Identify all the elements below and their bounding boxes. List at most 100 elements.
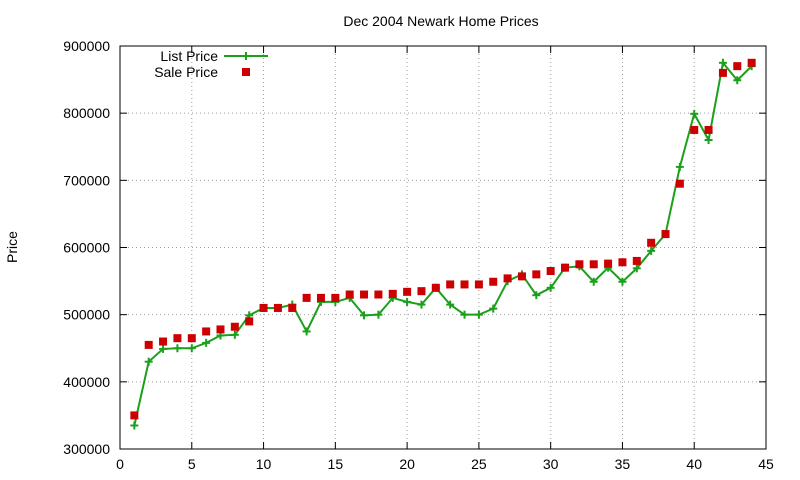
x-tick-label: 45 [758,456,774,472]
data-point [216,325,225,334]
data-point [159,344,168,353]
data-point [704,125,713,134]
data-point [173,344,182,353]
data-point [474,280,483,289]
data-point [446,300,455,309]
data-point [561,263,570,272]
data-point [675,162,684,171]
data-point [159,337,168,346]
data-point [589,277,598,286]
data-point [230,322,239,331]
data-point [403,297,412,306]
data-point [489,277,498,286]
data-point [259,303,268,312]
data-point [187,344,196,353]
data-point [288,303,297,312]
data-point [345,290,354,299]
data-point [431,283,440,292]
data-point [589,260,598,269]
data-point [302,293,311,302]
data-point [632,264,641,273]
data-point [273,303,282,312]
series-layer [130,58,756,430]
x-axis: 0 5 10 15 20 25 30 35 40 45 [116,46,774,472]
y-tick-label: 500000 [63,307,110,323]
y-axis-label: Price [4,231,20,263]
data-point [173,334,182,343]
data-point [632,256,641,265]
y-axis: 300000 400000 500000 600000 700000 800000 9000… [63,38,766,457]
data-point [374,310,383,319]
series-2 [130,58,756,420]
data-point [446,280,455,289]
y-tick-label: 800000 [63,105,110,121]
x-tick-label: 35 [615,456,631,472]
data-point [718,68,727,77]
x-tick-label: 15 [328,456,344,472]
data-point [331,293,340,302]
data-point [718,58,727,67]
data-point [460,310,469,319]
x-tick-label: 25 [471,456,487,472]
data-point [618,258,627,267]
data-point [316,293,325,302]
data-point [187,334,196,343]
y-tick-label: 600000 [63,240,110,256]
data-point [532,270,541,279]
data-point [618,277,627,286]
data-point [202,327,211,336]
legend-marker [242,68,250,76]
data-point [690,109,699,118]
data-point [489,304,498,313]
x-tick-label: 40 [686,456,702,472]
data-point [704,136,713,145]
data-point [245,317,254,326]
data-point [460,280,469,289]
data-point [417,300,426,309]
series-line [133,60,753,426]
data-point [661,230,670,239]
data-point [417,287,426,296]
data-point [202,338,211,347]
legend-marker [242,52,250,60]
data-point [144,357,153,366]
data-point [374,290,383,299]
x-tick-label: 5 [188,456,196,472]
data-point [647,238,656,247]
grid-lines [120,46,766,449]
x-tick-label: 0 [116,456,124,472]
data-point [388,289,397,298]
data-point [517,272,526,281]
data-point [360,311,369,320]
data-point [733,62,742,71]
data-point [546,283,555,292]
chart-title: Dec 2004 Newark Home Prices [343,13,538,29]
data-point [144,340,153,349]
data-point [690,125,699,134]
y-tick-label: 700000 [63,172,110,188]
data-point [675,179,684,188]
data-point [733,76,742,85]
data-point [360,290,369,299]
data-point [747,58,756,67]
data-point [230,330,239,339]
data-point [474,310,483,319]
data-point [647,246,656,255]
x-tick-label: 10 [256,456,272,472]
y-tick-label: 900000 [63,38,110,54]
data-point [130,421,139,430]
legend-label: List Price [160,48,218,64]
data-point [546,267,555,276]
series-1 [130,58,756,430]
y-tick-label: 400000 [63,374,110,390]
x-tick-label: 30 [543,456,559,472]
data-point [532,291,541,300]
legend-label: Sale Price [154,64,218,80]
data-point [503,274,512,283]
data-point [302,327,311,336]
data-point [575,260,584,269]
data-point [130,411,139,420]
x-tick-label: 20 [399,456,415,472]
